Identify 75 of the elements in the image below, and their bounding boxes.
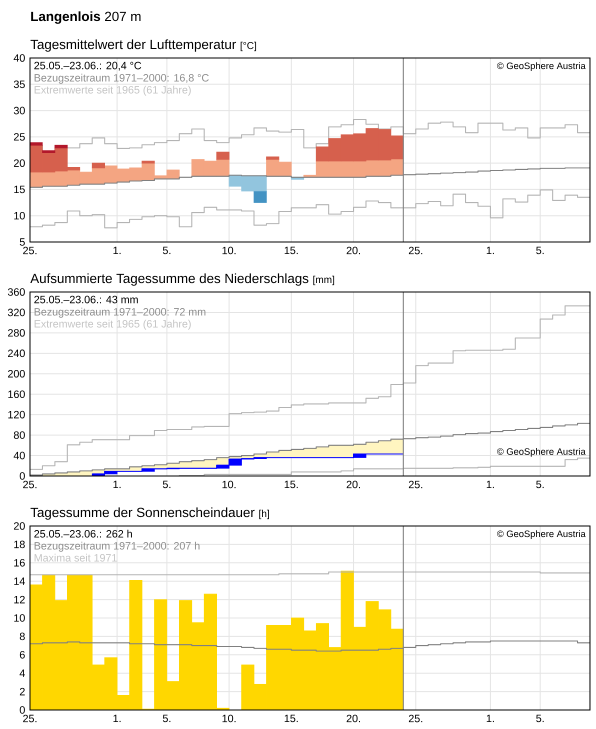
y-tick-label: 40 [14, 452, 25, 460]
y-tick-label: 2 [20, 688, 25, 696]
y-tick-label: 12 [14, 596, 25, 604]
annotation: Maxima seit 1971 [34, 554, 117, 562]
y-tick-label: 18 [14, 540, 25, 548]
annotation: Extremwerte seit 1965 (61 Jahre) [34, 320, 191, 330]
y-tick-label: 14 [14, 578, 25, 585]
y-tick-label: 80 [14, 431, 25, 439]
chart-subtitle: Tagesmittelwert der Lufttemperatur [30, 39, 236, 52]
y-tick-label: 20 [14, 522, 25, 530]
annotation: © GeoSphere Austria [497, 62, 586, 71]
x-tick-label: 20. [346, 714, 360, 722]
chart-title: Tagessumme der Sonnenscheindauer [30, 507, 255, 520]
x-tick-label: 5. [162, 480, 170, 488]
x-tick-label: 5. [162, 246, 170, 254]
x-tick-label: 1. [113, 480, 121, 488]
y-tick-label: 10 [14, 212, 25, 220]
y-axis-title: [mm] [313, 276, 334, 286]
x-tick-label: 15. [284, 246, 298, 254]
x-tick-label: 25. [23, 246, 36, 254]
y-tick-label: 0 [20, 472, 25, 480]
y-tick-label: 5 [20, 238, 25, 246]
y-tick-label: 16 [14, 559, 25, 567]
annotation: 25.05.–23.06.: 262 h [34, 530, 132, 538]
chart-title: Langenlois 207 m [31, 11, 141, 24]
y-tick-label: 6 [20, 651, 25, 659]
y-tick-label: 0 [20, 706, 25, 714]
x-tick-label: 10. [222, 714, 236, 722]
x-tick-label: 5. [536, 246, 544, 254]
x-tick-label: 1. [113, 714, 121, 722]
y-tick-label: 240 [8, 350, 25, 358]
x-tick-label: 20. [346, 480, 360, 488]
annotation: © GeoSphere Austria [497, 448, 586, 457]
y-tick-label: 15 [14, 186, 25, 194]
x-tick-label: 5. [536, 480, 544, 488]
y-tick-label: 25 [14, 133, 25, 141]
x-tick-label: 5. [536, 714, 544, 722]
y-tick-label: 200 [8, 370, 25, 378]
x-tick-label: 5. [162, 714, 170, 722]
y-tick-label: 30 [14, 106, 25, 114]
x-tick-label: 15. [284, 480, 298, 488]
annotation: 25.05.–23.06.: 20,4 °C [34, 62, 142, 71]
y-tick-label: 10 [14, 614, 25, 622]
annotation: © GeoSphere Austria [497, 530, 586, 539]
x-tick-label: 10. [222, 246, 236, 254]
x-tick-label: 20. [346, 246, 360, 254]
x-tick-label: 1. [113, 246, 121, 254]
x-tick-label: 10. [222, 480, 236, 488]
y-tick-label: 160 [8, 390, 25, 398]
y-tick-label: 40 [14, 54, 25, 62]
y-tick-label: 280 [8, 329, 25, 337]
x-tick-label: 15. [284, 714, 298, 722]
annotation: Bezugszeitraum 1971–2000: 72 mm [34, 308, 206, 318]
x-tick-label: 25. [408, 246, 422, 254]
y-tick-label: 120 [8, 410, 25, 418]
annotation: Bezugszeitraum 1971–2000: 207 h [34, 542, 200, 552]
x-tick-label: 25. [408, 480, 422, 488]
y-axis-title: [°C] [240, 42, 256, 52]
y-tick-label: 20 [14, 159, 25, 167]
x-tick-label: 1. [486, 714, 494, 722]
y-tick-label: 360 [8, 288, 25, 296]
x-tick-label: 1. [486, 480, 494, 488]
y-axis-title: [h] [259, 510, 269, 520]
y-tick-label: 8 [20, 632, 25, 640]
y-tick-label: 4 [20, 670, 25, 677]
x-tick-label: 25. [23, 714, 36, 722]
x-tick-label: 1. [486, 246, 494, 254]
x-tick-label: 25. [23, 480, 36, 488]
chart-title: Aufsummierte Tagessumme des Niederschlags [30, 273, 308, 286]
y-tick-label: 35 [14, 80, 25, 88]
annotation: Extremwerte seit 1965 (61 Jahre) [34, 86, 191, 96]
annotation: Bezugszeitraum 1971–2000: 16,8 °C [34, 74, 209, 84]
annotation: 25.05.–23.06.: 43 mm [34, 296, 138, 304]
y-tick-label: 320 [8, 308, 25, 316]
x-tick-label: 25. [408, 714, 422, 722]
